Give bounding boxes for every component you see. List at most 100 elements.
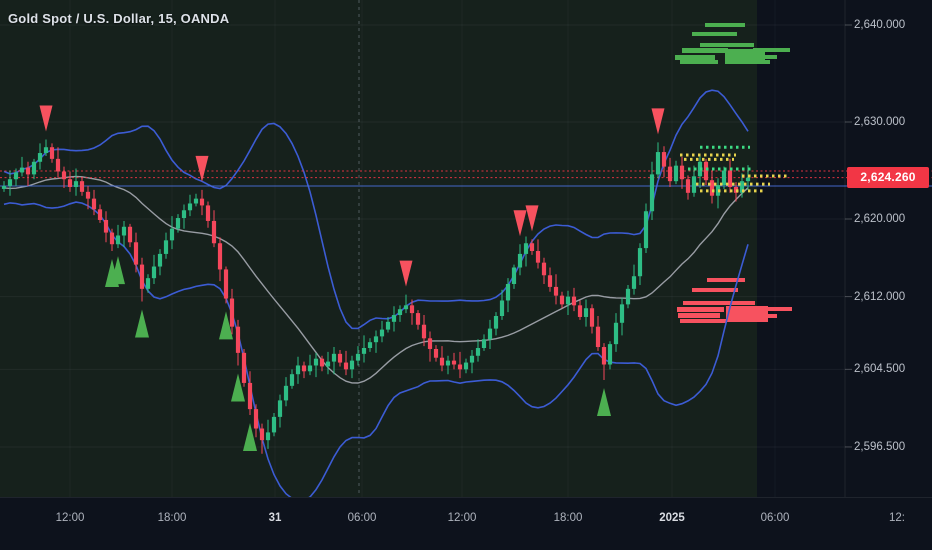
- buy-marker-icon: [597, 388, 611, 417]
- signal-dotted-segments: [680, 145, 790, 193]
- candle: [487, 328, 493, 340]
- liquidity-cluster-red: [677, 278, 792, 323]
- candle: [319, 358, 325, 367]
- candle: [571, 296, 577, 306]
- price-pane[interactable]: Gold Spot / U.S. Dollar, 15, OANDA: [0, 0, 932, 497]
- candlestick-chart[interactable]: [0, 0, 932, 497]
- candle: [229, 298, 235, 327]
- candle: [463, 362, 469, 370]
- sell-marker-icon: [651, 108, 665, 135]
- candle: [13, 172, 19, 180]
- candle: [457, 364, 463, 370]
- candle: [211, 220, 217, 244]
- time-axis[interactable]: 12:00 18:00 31 06:00 12:00 18:00 2025 06:00 12:: [0, 497, 932, 550]
- liquidity-cluster-green: [675, 23, 790, 64]
- candle: [253, 409, 259, 429]
- sell-marker-icon: [399, 260, 413, 287]
- candle: [325, 361, 331, 367]
- candle: [385, 321, 391, 330]
- candle: [535, 251, 541, 263]
- buy-marker-icon: [231, 373, 245, 402]
- candle: [79, 181, 85, 192]
- candle: [43, 147, 49, 154]
- candle: [355, 353, 361, 361]
- candle: [517, 253, 523, 268]
- candle: [361, 348, 367, 354]
- price-tick-label: 2,604.500: [854, 363, 906, 376]
- candle: [649, 174, 655, 212]
- candle: [109, 232, 115, 245]
- time-label: 12:00: [447, 512, 477, 524]
- candle: [601, 347, 607, 365]
- sell-marker-icon: [195, 155, 209, 182]
- price-tick-label: 2,620.000: [854, 213, 906, 225]
- candle: [337, 353, 343, 363]
- candle: [739, 181, 745, 193]
- price-tick-label: 2,612.000: [854, 290, 906, 303]
- candle: [451, 360, 457, 365]
- candle: [277, 400, 283, 417]
- candle: [373, 336, 379, 343]
- candle: [379, 329, 385, 337]
- candle: [151, 266, 157, 279]
- candle: [331, 353, 337, 362]
- candle: [133, 242, 139, 265]
- candle: [265, 432, 271, 441]
- candle: [367, 342, 373, 349]
- candle: [721, 170, 727, 186]
- candle: [577, 305, 583, 317]
- candle: [169, 228, 175, 241]
- price-tick-label: 2,640.000: [854, 19, 906, 31]
- candle: [217, 243, 223, 270]
- candle: [115, 235, 121, 245]
- candle: [199, 198, 205, 206]
- candle: [295, 365, 301, 375]
- candle: [73, 181, 79, 187]
- candle: [223, 269, 229, 299]
- candle: [685, 179, 691, 193]
- price-tick-label: 2,630.000: [854, 116, 906, 128]
- bollinger-basis-line: [3, 175, 749, 384]
- candle: [235, 326, 241, 353]
- candle: [421, 324, 427, 339]
- candle: [85, 191, 91, 199]
- candle: [259, 428, 265, 441]
- candle: [481, 339, 487, 349]
- candle: [523, 243, 529, 254]
- candle: [637, 248, 643, 277]
- candle: [673, 165, 679, 182]
- candle: [541, 262, 547, 276]
- candle: [619, 304, 625, 323]
- candle: [667, 166, 673, 182]
- time-label: 06:00: [347, 512, 377, 524]
- time-label-day: 31: [268, 512, 282, 524]
- candle: [445, 360, 451, 366]
- buy-marker-icon: [111, 256, 125, 285]
- time-label: 18:00: [553, 512, 583, 524]
- price-axis[interactable]: 2,624.260 2,640.000 2,630.000 2,620.000 2,6…: [845, 0, 932, 497]
- candle: [607, 344, 613, 365]
- buy-marker-icon: [243, 422, 257, 451]
- candle: [661, 152, 667, 167]
- candle: [61, 171, 67, 180]
- time-label: 18:00: [157, 512, 187, 524]
- candle: [499, 300, 505, 316]
- candle: [505, 283, 511, 301]
- candle: [91, 198, 97, 210]
- candle: [631, 276, 637, 289]
- time-label: 12:00: [55, 512, 85, 524]
- candle: [403, 305, 409, 310]
- candle: [583, 308, 589, 317]
- candle: [727, 170, 733, 187]
- candle: [511, 267, 517, 284]
- candle: [529, 243, 535, 252]
- candle: [289, 374, 295, 386]
- candle: [301, 365, 307, 372]
- candle: [625, 288, 631, 305]
- candle: [7, 179, 13, 187]
- symbol-title[interactable]: Gold Spot / U.S. Dollar, 15, OANDA: [8, 11, 230, 26]
- candle: [475, 348, 481, 356]
- symbol-legend[interactable]: Gold Spot / U.S. Dollar, 15, OANDA: [8, 11, 229, 26]
- buy-marker-icon: [219, 311, 233, 340]
